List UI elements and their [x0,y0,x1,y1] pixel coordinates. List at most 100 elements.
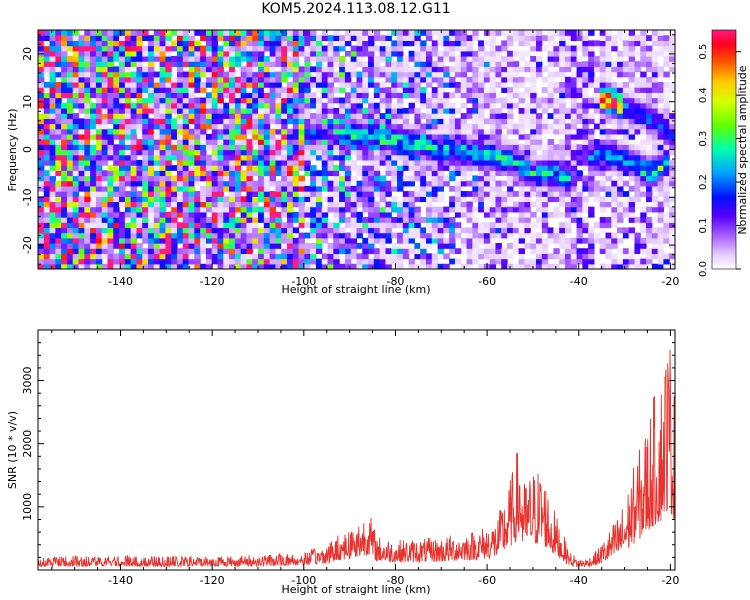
heatmap-cell [95,263,103,269]
heatmap-cell [524,201,531,208]
heatmap-cell [391,92,398,99]
heatmap-cell [472,30,479,36]
heatmap-cell [84,191,91,197]
heatmap-cell [640,217,647,223]
heatmap-cell [588,30,595,36]
heatmap-cell [223,128,230,135]
heatmap-cell [229,149,236,156]
heatmap-cell [327,107,334,114]
heatmap-cell [373,222,381,229]
heatmap-cell [113,76,120,83]
heatmap-cell [124,35,132,41]
heatmap-cell [431,211,439,218]
heatmap-cell [101,170,109,177]
heatmap-cell [252,206,259,213]
heatmap-cell [292,144,300,151]
heatmap-cell [669,133,675,140]
heatmap-cell [547,30,554,36]
heatmap-cell [182,180,190,187]
heatmap-cell [599,128,607,135]
heatmap-cell [570,237,578,244]
heatmap-cell [55,170,62,177]
heatmap-cell [501,211,508,218]
heatmap-cell [269,159,277,166]
heatmap-cell [379,40,387,47]
heatmap-cell [350,107,358,114]
heatmap-cell [356,201,363,208]
heatmap-cell [95,185,103,192]
heatmap-cell [541,87,549,93]
heatmap-cell [617,61,624,67]
heatmap-cell [38,133,45,140]
heatmap-cell [182,201,190,208]
heatmap-cell [200,211,207,218]
heatmap-cell [605,76,612,83]
heatmap-cell [304,107,311,114]
heatmap-cell [258,102,265,109]
heatmap-cell [142,45,149,52]
heatmap-cell [460,227,468,234]
heatmap-cell [327,258,334,265]
heatmap-cell [148,45,155,52]
heatmap-cell [478,206,485,213]
heatmap-cell [223,196,230,203]
heatmap-cell [90,102,97,109]
heatmap-cell [472,102,479,109]
heatmap-cell [628,133,636,140]
heatmap-cell [315,206,323,213]
heatmap-cell [385,201,392,208]
heatmap-cell [634,248,641,255]
heatmap-cell [310,170,317,177]
heatmap-cell [489,35,497,41]
heatmap-cell [547,253,554,260]
heatmap-cell [55,71,62,78]
heatmap-cell [287,201,294,208]
heatmap-cell [356,211,363,218]
heatmap-cell [379,149,387,156]
heatmap-cell [95,232,103,239]
heatmap-cell [315,40,323,47]
heatmap-cell [315,196,323,203]
heatmap-cell [339,102,346,109]
heatmap-cell [489,76,497,83]
heatmap-cell [541,201,549,208]
heatmap-cell [275,170,282,177]
heatmap-cell [339,180,346,187]
heatmap-cell [136,139,143,145]
heatmap-cell [454,206,462,213]
heatmap-cell [188,92,195,99]
heatmap-cell [651,76,659,83]
heatmap-cell [298,66,305,73]
heatmap-cell [113,196,120,203]
heatmap-cell [171,61,178,67]
heatmap-cell [582,61,589,67]
heatmap-cell [124,92,132,99]
heatmap-cell [362,71,369,78]
heatmap-cell [472,206,479,213]
heatmap-cell [530,175,537,182]
heatmap-cell [536,185,543,192]
heatmap-cell [333,35,340,41]
heatmap-cell [669,40,675,47]
heatmap-cell [431,45,439,52]
heatmap-cell [252,92,259,99]
heatmap-cell [136,149,143,156]
heatmap-cell [344,66,352,73]
heatmap-cell [246,55,253,62]
heatmap-cell [344,253,352,260]
heatmap-cell [460,139,468,145]
heatmap-cell [576,61,583,67]
heatmap-cell [217,35,224,41]
heatmap-cell [234,206,242,213]
heatmap-cell [211,81,219,88]
heatmap-cell [385,71,392,78]
heatmap-cell [275,222,282,229]
heatmap-cell [582,123,589,130]
spectrogram-xtick-label: -100 [291,275,316,288]
heatmap-cell [518,133,526,140]
heatmap-cell [564,263,572,269]
heatmap-cell [258,139,265,145]
heatmap-cell [356,253,363,260]
heatmap-cell [321,30,329,36]
